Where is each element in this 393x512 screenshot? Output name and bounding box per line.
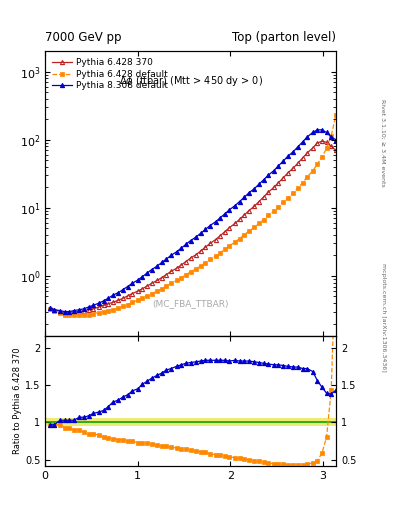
Pythia 6.428 370 <box>101 302 106 308</box>
Pythia 6.428 default <box>125 302 130 308</box>
Pythia 6.428 default <box>334 112 338 118</box>
Text: $\Delta\phi$ (ttbar) (Mtt > 450 dy > 0): $\Delta\phi$ (ttbar) (Mtt > 450 dy > 0) <box>119 74 263 88</box>
Text: 7000 GeV pp: 7000 GeV pp <box>45 31 122 44</box>
Line: Pythia 6.428 default: Pythia 6.428 default <box>48 113 338 316</box>
Pythia 6.428 370 <box>145 283 149 289</box>
Pythia 8.308 default <box>62 309 67 315</box>
Pythia 6.428 370 <box>125 293 130 299</box>
Pythia 8.308 default <box>136 277 140 283</box>
Text: (MC_FBA_TTBAR): (MC_FBA_TTBAR) <box>152 299 229 308</box>
Pythia 6.428 default <box>233 239 237 245</box>
Pythia 6.428 default <box>136 297 140 303</box>
Pythia 6.428 default <box>149 291 154 297</box>
Text: mcplots.cern.ch [arXiv:1306.3436]: mcplots.cern.ch [arXiv:1306.3436] <box>381 263 386 372</box>
Pythia 8.308 default <box>315 127 320 133</box>
Pythia 8.308 default <box>149 267 154 273</box>
Line: Pythia 8.308 default: Pythia 8.308 default <box>48 128 338 314</box>
Pythia 6.428 370 <box>48 305 52 311</box>
Pythia 6.428 370 <box>62 310 67 316</box>
Bar <box>45 418 336 426</box>
Pythia 6.428 default <box>101 309 106 315</box>
Pythia 8.308 default <box>101 298 106 304</box>
Pythia 8.308 default <box>48 305 52 311</box>
Pythia 6.428 default <box>145 293 149 299</box>
Pythia 6.428 370 <box>320 138 324 144</box>
Legend: Pythia 6.428 370, Pythia 6.428 default, Pythia 8.308 default: Pythia 6.428 370, Pythia 6.428 default, … <box>50 56 171 93</box>
Y-axis label: Ratio to Pythia 6.428 370: Ratio to Pythia 6.428 370 <box>13 348 22 455</box>
Pythia 8.308 default <box>125 284 130 290</box>
Pythia 8.308 default <box>145 270 149 276</box>
Line: Pythia 6.428 370: Pythia 6.428 370 <box>48 139 338 315</box>
Pythia 6.428 370 <box>233 221 237 227</box>
Pythia 6.428 default <box>62 312 67 318</box>
Text: Top (parton level): Top (parton level) <box>232 31 336 44</box>
Pythia 8.308 default <box>334 137 338 143</box>
Pythia 8.308 default <box>233 203 237 209</box>
Pythia 6.428 370 <box>136 288 140 294</box>
Pythia 6.428 370 <box>334 147 338 154</box>
Text: Rivet 3.1.10; ≥ 3.4M events: Rivet 3.1.10; ≥ 3.4M events <box>381 99 386 187</box>
Pythia 6.428 370 <box>149 280 154 286</box>
Pythia 6.428 default <box>48 306 52 312</box>
